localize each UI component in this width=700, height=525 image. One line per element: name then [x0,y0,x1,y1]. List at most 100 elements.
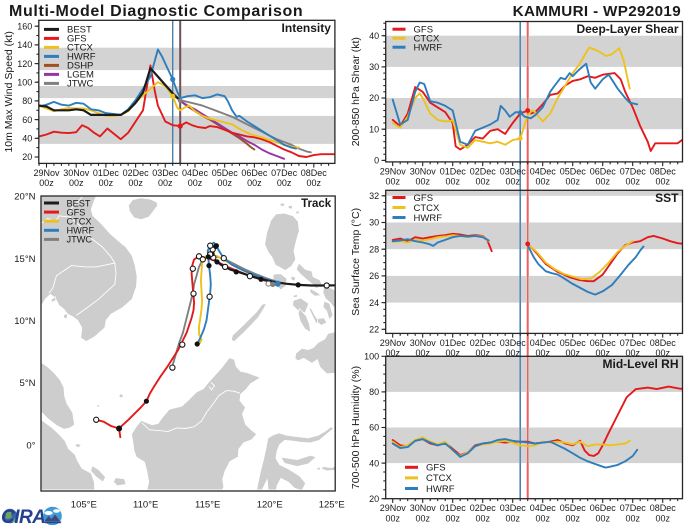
svg-text:CTCX: CTCX [426,473,453,484]
svg-text:07Dec: 07Dec [271,168,298,178]
svg-text:140: 140 [17,40,32,50]
svg-text:HWRF: HWRF [426,484,455,495]
svg-text:Sea Surface Temp (°C): Sea Surface Temp (°C) [350,208,362,316]
svg-text:5°N: 5°N [20,378,36,389]
svg-text:04Dec: 04Dec [530,166,557,176]
svg-text:30Nov: 30Nov [410,338,437,348]
svg-text:02Dec: 02Dec [470,338,497,348]
svg-text:02Dec: 02Dec [123,168,150,178]
svg-text:10: 10 [369,124,379,134]
svg-text:08Dec: 08Dec [650,338,677,348]
svg-text:00z: 00z [625,513,640,523]
svg-text:00z: 00z [217,178,232,188]
svg-text:20: 20 [22,152,32,162]
svg-text:00z: 00z [505,513,520,523]
svg-text:40: 40 [22,133,32,143]
svg-text:07Dec: 07Dec [620,338,647,348]
svg-text:00z: 00z [595,348,610,358]
svg-text:Intensity: Intensity [282,21,332,35]
svg-text:30: 30 [369,62,379,72]
svg-text:00z: 00z [565,513,580,523]
svg-text:00z: 00z [595,513,610,523]
svg-text:60: 60 [22,115,32,125]
svg-text:01Dec: 01Dec [440,503,467,513]
svg-text:30Nov: 30Nov [410,166,437,176]
svg-text:40: 40 [369,458,379,468]
svg-text:105°E: 105°E [71,500,97,511]
svg-text:115°E: 115°E [195,500,220,511]
svg-text:00z: 00z [445,348,460,358]
svg-text:24: 24 [369,298,379,308]
svg-text:00z: 00z [385,348,400,358]
svg-text:Multi-Model Diagnostic Compari: Multi-Model Diagnostic Comparison [9,3,303,20]
svg-text:04Dec: 04Dec [530,338,557,348]
svg-text:GFS: GFS [67,207,86,217]
svg-text:100: 100 [364,352,379,362]
svg-text:29Nov: 29Nov [380,338,407,348]
svg-text:30Nov: 30Nov [63,168,90,178]
svg-text:03Dec: 03Dec [152,168,179,178]
svg-text:700-500 hPa Humidity (%): 700-500 hPa Humidity (%) [350,366,362,489]
svg-text:01Dec: 01Dec [440,166,467,176]
svg-text:100: 100 [17,77,32,87]
svg-text:LGEM: LGEM [67,70,94,81]
svg-text:03Dec: 03Dec [500,166,527,176]
svg-text:00z: 00z [158,178,173,188]
svg-text:00z: 00z [445,177,460,187]
svg-text:05Dec: 05Dec [560,338,587,348]
svg-text:00z: 00z [99,178,114,188]
svg-text:28: 28 [369,244,379,254]
svg-text:01Dec: 01Dec [440,338,467,348]
svg-text:00z: 00z [535,348,550,358]
svg-text:03Dec: 03Dec [500,503,527,513]
svg-text:00z: 00z [247,178,262,188]
svg-text:BEST: BEST [67,198,91,208]
svg-text:20: 20 [369,494,379,504]
svg-text:04Dec: 04Dec [182,168,209,178]
svg-text:26: 26 [369,271,379,281]
svg-text:15°N: 15°N [14,254,35,265]
svg-text:05Dec: 05Dec [560,166,587,176]
svg-text:GFS: GFS [414,25,434,36]
svg-text:JTWC: JTWC [67,235,93,245]
svg-text:00z: 00z [415,513,430,523]
svg-text:JTWC: JTWC [67,79,94,90]
svg-text:06Dec: 06Dec [590,503,617,513]
svg-text:00z: 00z [188,178,203,188]
svg-text:05Dec: 05Dec [560,503,587,513]
svg-text:80: 80 [22,96,32,106]
svg-text:08Dec: 08Dec [650,503,677,513]
svg-text:06Dec: 06Dec [241,168,268,178]
svg-text:06Dec: 06Dec [590,166,617,176]
svg-text:10m Max Wind Speed (kt): 10m Max Wind Speed (kt) [3,31,15,152]
svg-text:08Dec: 08Dec [301,168,328,178]
svg-text:HWRF: HWRF [414,213,443,224]
svg-text:00z: 00z [277,178,292,188]
svg-text:125°E: 125°E [319,500,345,511]
svg-text:30Nov: 30Nov [410,503,437,513]
svg-text:00z: 00z [655,177,670,187]
svg-text:04Dec: 04Dec [530,503,557,513]
svg-text:00z: 00z [655,513,670,523]
svg-text:22: 22 [369,325,379,335]
svg-text:06Dec: 06Dec [590,338,617,348]
svg-text:00z: 00z [475,513,490,523]
svg-text:HWRF: HWRF [67,52,96,63]
svg-text:00z: 00z [385,177,400,187]
svg-text:SST: SST [655,191,679,205]
svg-text:07Dec: 07Dec [620,166,647,176]
svg-text:29Nov: 29Nov [380,503,407,513]
svg-text:0: 0 [374,156,379,166]
svg-text:08Dec: 08Dec [650,166,677,176]
svg-text:01Dec: 01Dec [93,168,120,178]
svg-text:20: 20 [369,93,379,103]
svg-text:120: 120 [17,59,32,69]
svg-text:29Nov: 29Nov [380,166,407,176]
svg-text:00z: 00z [655,348,670,358]
svg-text:00z: 00z [505,348,520,358]
svg-text:30: 30 [369,218,379,228]
svg-text:00z: 00z [505,177,520,187]
svg-text:GFS: GFS [67,34,87,45]
svg-text:00z: 00z [625,348,640,358]
svg-text:02Dec: 02Dec [470,503,497,513]
